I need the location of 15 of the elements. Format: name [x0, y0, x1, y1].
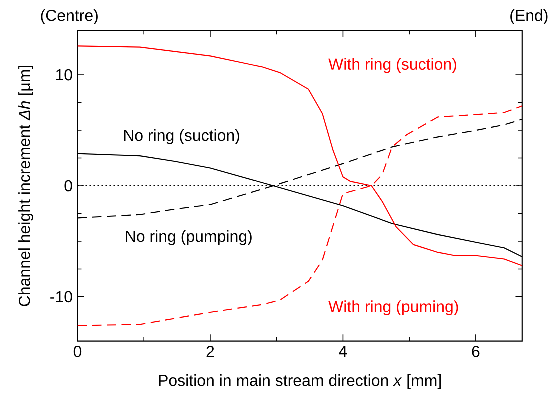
series-label: No ring (suction) — [124, 129, 240, 144]
y-axis-title: Channel height increment Δh [μm] — [18, 66, 34, 306]
series-label: With ring (suction) — [328, 58, 456, 74]
x-tick-label: 2 — [206, 346, 214, 358]
x-tick-label: 0 — [74, 346, 82, 358]
x-axis-title: Position in main stream direction x [mm] — [159, 374, 441, 390]
y-tick-label: 0 — [64, 180, 72, 192]
y-tick-label: 10 — [56, 69, 72, 81]
text: (End) — [510, 10, 548, 24]
text: (Centre) — [41, 10, 98, 24]
series-label: No ring (pumping) — [126, 230, 252, 246]
y-tick-label: -10 — [50, 291, 72, 303]
x-tick-label: 4 — [339, 346, 348, 358]
series-label: With ring (puming) — [328, 300, 458, 316]
x-tick-label: 6 — [472, 346, 480, 358]
